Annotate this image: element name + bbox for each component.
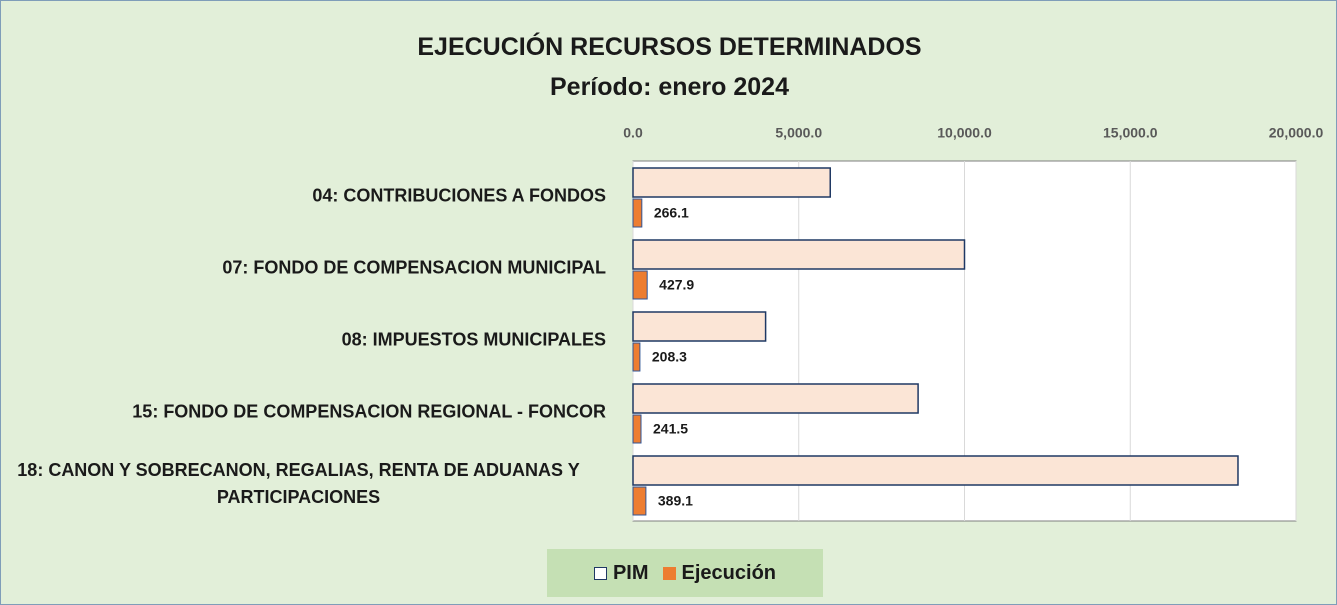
legend-swatch (593, 566, 607, 580)
category-text: 15: FONDO DE COMPENSACION REGIONAL - FON… (132, 401, 606, 422)
data-label: 241.5 (653, 421, 688, 437)
bar (632, 383, 919, 414)
data-label: 389.1 (658, 493, 693, 509)
category-label: 15: FONDO DE COMPENSACION REGIONAL - FON… (1, 399, 606, 426)
category-text: 18: CANON Y SOBRECANON, REGALIAS, RENTA … (17, 460, 580, 507)
category-text: 07: FONDO DE COMPENSACION MUNICIPAL (222, 257, 606, 278)
category-label: 18: CANON Y SOBRECANON, REGALIAS, RENTA … (1, 457, 606, 511)
category-text: 08: IMPUESTOS MUNICIPALES (341, 329, 606, 350)
category-text: 04: CONTRIBUCIONES A FONDOS (312, 185, 606, 206)
category-label: 04: CONTRIBUCIONES A FONDOS (1, 183, 606, 210)
data-label: 208.3 (652, 349, 687, 365)
legend-swatch (662, 566, 676, 580)
x-tick-label: 15,000.0 (1103, 125, 1158, 141)
bar (632, 311, 767, 342)
legend-label: PIM (612, 561, 649, 584)
data-label: 266.1 (654, 205, 689, 221)
data-label: 427.9 (659, 277, 694, 293)
bar (632, 486, 647, 516)
bar (632, 455, 1239, 486)
x-tick-label: 20,000.0 (1269, 125, 1324, 141)
x-tick-label: 10,000.0 (937, 125, 992, 141)
chart-title: EJECUCIÓN RECURSOS DETERMINADOS (417, 33, 922, 61)
bar (632, 198, 643, 228)
bar (632, 414, 642, 444)
x-tick-label: 0.0 (623, 125, 643, 141)
bar (632, 342, 641, 372)
category-label: 07: FONDO DE COMPENSACION MUNICIPAL (1, 255, 606, 282)
legend-label: Ejecución (681, 561, 777, 584)
bar (632, 270, 648, 300)
chart-subtitle: Período: enero 2024 (550, 73, 789, 101)
legend: PIM Ejecución (547, 549, 823, 597)
bar (632, 239, 966, 270)
legend-item: Ejecución (662, 561, 777, 585)
category-label: 08: IMPUESTOS MUNICIPALES (1, 327, 606, 354)
x-tick-label: 5,000.0 (775, 125, 822, 141)
bar (632, 167, 831, 198)
legend-item: PIM (593, 561, 649, 585)
